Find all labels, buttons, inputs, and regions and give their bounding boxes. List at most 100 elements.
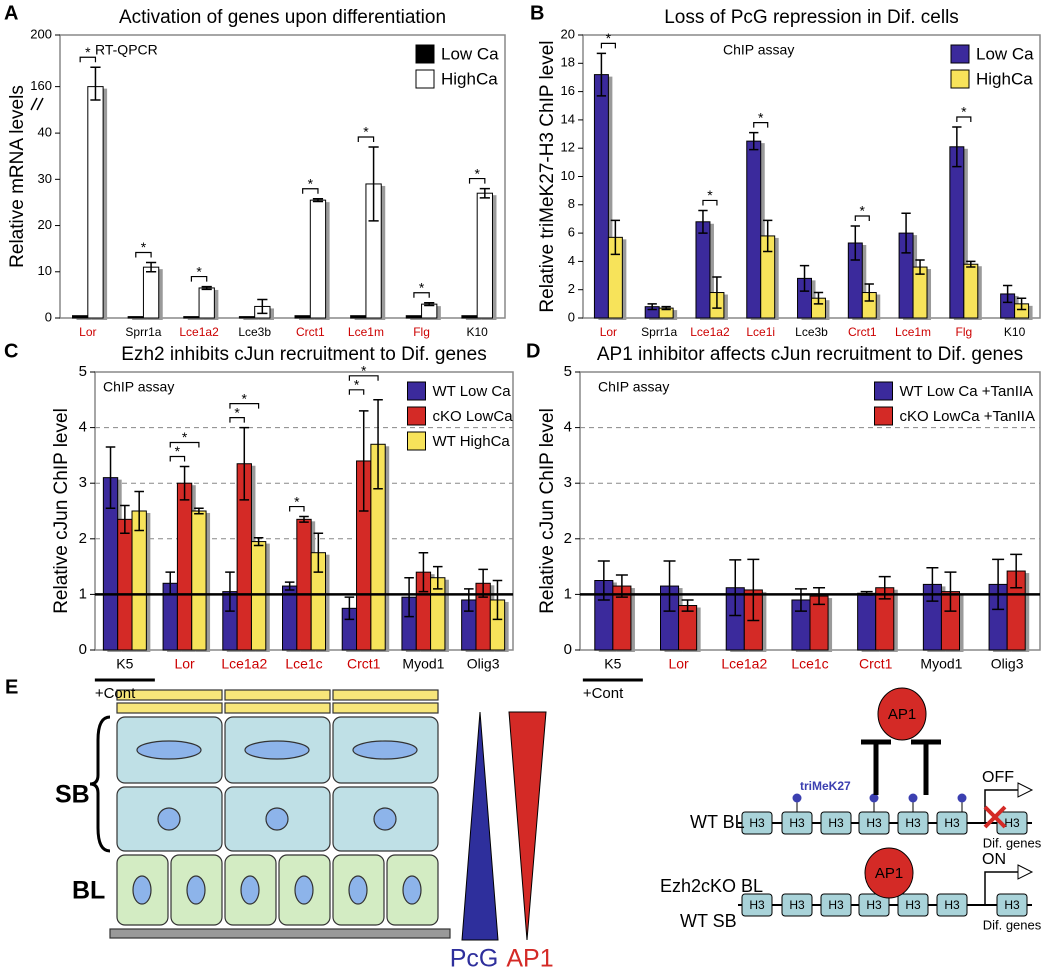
significance-star: * (141, 239, 147, 255)
annotation: ChIP assay (103, 379, 174, 395)
nucleosome (936, 811, 968, 835)
bar (131, 510, 147, 651)
significance-star: * (85, 44, 91, 60)
y-tick-label: 3 (564, 474, 572, 491)
x-tick-label: Lor (668, 656, 689, 672)
significance-star: * (361, 363, 367, 379)
nucleosome-label: H3 (828, 816, 844, 830)
nucleosome-label: H3 (789, 816, 805, 830)
y-tick-label: 4 (79, 419, 87, 436)
significance-star: * (354, 377, 360, 393)
nucleosome-label: H3 (866, 816, 882, 830)
legend-swatch (415, 44, 435, 64)
gene-rows: H3 H3 H3 H3 H3 H3 H3 Dif. genes OFF WT BL H3 H3 H3 H3… (660, 687, 1042, 932)
error-bar (225, 571, 235, 612)
nucleosome (897, 893, 929, 917)
nucleosome-label: H3 (1004, 898, 1020, 912)
error-bar (712, 276, 722, 309)
significance-star: * (363, 124, 369, 140)
legend-label: HighCa (441, 69, 498, 88)
nucleosome-label: H3 (905, 816, 921, 830)
error-bar (901, 212, 911, 254)
error-bar (596, 52, 607, 97)
y-tick-label: 18 (561, 55, 575, 70)
inhibition (861, 739, 941, 795)
bar (296, 518, 312, 651)
legend-swatch (950, 44, 970, 64)
legend-label: WT Low Ca +TanIIA (900, 383, 1034, 400)
error-bar (313, 532, 324, 573)
y-tick-label: 6 (568, 225, 575, 240)
error-bar (681, 599, 694, 612)
promoter-state: OFF (982, 769, 1014, 786)
y-tick-label: 200 (30, 26, 52, 41)
error-bar (850, 225, 860, 261)
x-tick-label: Flg (413, 325, 430, 339)
y-tick-label: 0 (79, 641, 87, 658)
nucleosome (741, 893, 773, 917)
legend-label: WT Low Ca (433, 383, 512, 400)
annotation: RT-QPCR (95, 42, 158, 58)
error-bar (194, 507, 204, 515)
bar-shadow (76, 317, 92, 320)
legend-label: cKO LowCa +TanIIA (900, 408, 1035, 425)
x-tick-label: Lce1a2 (721, 656, 767, 672)
significance-bracket (600, 42, 616, 49)
bar (117, 518, 133, 651)
significance-bracket (348, 389, 365, 395)
gene-label: Dif. genes (983, 917, 1042, 932)
nucleosome-label: H3 (944, 898, 960, 912)
nucleosome-label: H3 (1004, 816, 1020, 830)
legend-swatch (407, 406, 426, 426)
error-bar (747, 558, 760, 622)
y-tick-label: 8 (568, 196, 575, 211)
error-bar (201, 285, 212, 291)
y-axis-label: Relative cJun ChIP level (51, 408, 72, 614)
error-bar (424, 301, 435, 307)
legend-swatch (407, 431, 426, 451)
y-tick-label: 1 (79, 585, 87, 602)
x-tick-label: Myod1 (920, 656, 962, 672)
annotation: ChIP assay (723, 42, 794, 58)
y-tick-label: 2 (568, 281, 575, 296)
nucleosome (741, 811, 773, 835)
gradient (508, 711, 547, 941)
x-tick-label: Flg (955, 325, 972, 339)
y-axis-label: Relative mRNA levels (7, 85, 28, 268)
error-bar (105, 446, 116, 509)
bar (746, 140, 762, 319)
error-bar (179, 465, 190, 501)
chart-title: Activation of genes upon differentiation (119, 7, 446, 28)
error-bar (1002, 284, 1013, 304)
significance-bracket (229, 403, 260, 409)
mark-pin-head (792, 793, 802, 803)
gene-label: Dif. genes (983, 835, 1042, 850)
layer-label: SB (55, 781, 90, 809)
error-bar (763, 219, 773, 253)
y-tick-label: 2 (79, 530, 87, 547)
promoter-arrow (984, 789, 1020, 823)
x-tick-label: Crct1 (296, 325, 325, 339)
bar-shadow (354, 317, 370, 320)
error-bar (145, 261, 157, 273)
error-bar (952, 126, 962, 168)
panel-label: C (4, 340, 18, 362)
legend-swatch (874, 406, 893, 426)
error-bar (813, 291, 824, 305)
x-tick-label: K10 (1004, 325, 1026, 339)
legend-swatch (407, 381, 426, 401)
panel-label: D (526, 340, 540, 362)
x-tick-label: Lce1a2 (690, 325, 730, 339)
nucleosome (996, 893, 1028, 917)
bar (476, 192, 493, 319)
nucleosome-label: H3 (905, 898, 921, 912)
x-tick-label: Lor (600, 325, 617, 339)
significance-star: * (474, 165, 480, 181)
bar (593, 74, 609, 319)
error-bar (661, 305, 671, 311)
significance-star: * (419, 279, 425, 295)
x-tick-label: Lce3b (795, 325, 828, 339)
significance-bracket (956, 116, 972, 122)
chart-title: Loss of PcG repression in Dif. cells (664, 7, 959, 28)
promoter-arrow (984, 871, 1020, 905)
